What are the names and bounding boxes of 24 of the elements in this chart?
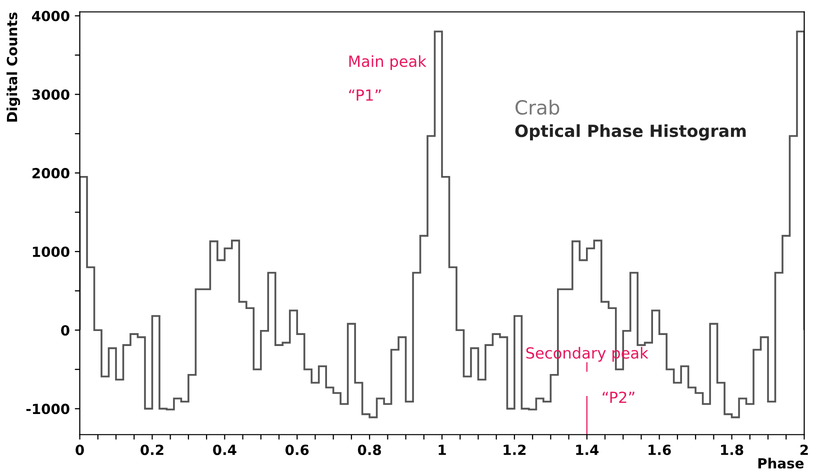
y-tick-label: 4000 [32, 10, 70, 22]
x-axis-title: Phase [758, 458, 804, 469]
annotation: Crab [516, 100, 560, 115]
x-tick-label: 1 [438, 444, 446, 455]
x-tick-label: 0.4 [213, 444, 236, 456]
annotation: Main peak [349, 55, 426, 70]
annotation: “P2” [602, 392, 634, 403]
y-tick-label: 0 [61, 325, 70, 336]
x-tick-label: 0.2 [140, 444, 164, 456]
x-tick-label: 0.6 [285, 444, 309, 456]
x-tick-label: 0.8 [358, 444, 381, 456]
x-tick-label: 1.4 [576, 444, 599, 455]
x-tick-label: 1.6 [648, 444, 671, 456]
annotation: “P1” [349, 90, 381, 101]
x-tick-label: 1.8 [721, 444, 744, 456]
x-tick-label: 0 [76, 444, 84, 456]
annotation: Optical Phase Histogram [515, 124, 746, 140]
y-axis-title: Digital Counts [6, 12, 20, 122]
x-tick-label: 1.2 [504, 444, 526, 455]
x-tick-label: 2 [800, 444, 808, 455]
y-tick-label: 1000 [32, 246, 70, 258]
y-tick-label: 3000 [32, 89, 70, 100]
y-tick-label: 2000 [32, 168, 70, 178]
y-tick-label: -1000 [26, 404, 70, 414]
